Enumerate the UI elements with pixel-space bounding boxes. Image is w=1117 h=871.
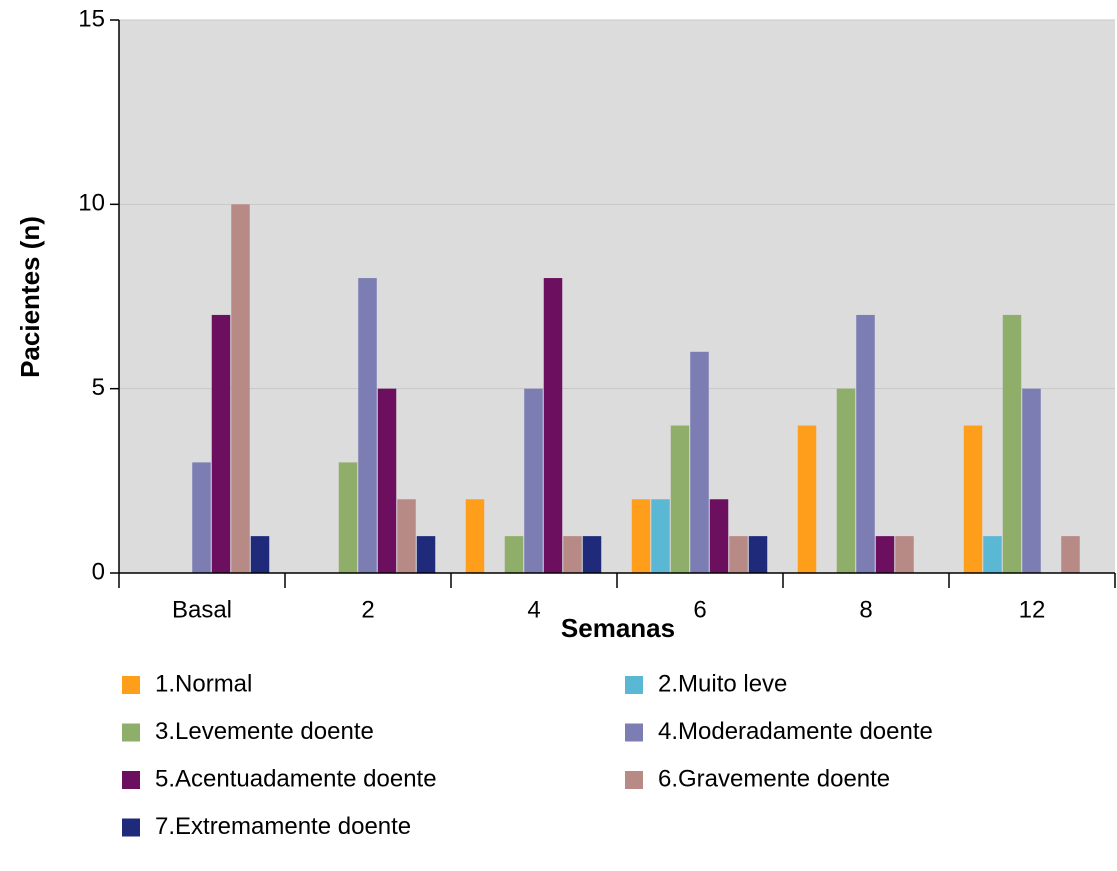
bar [631, 499, 651, 573]
legend-swatch [122, 771, 140, 789]
bar [338, 462, 358, 573]
bar [1061, 536, 1080, 573]
x-tick-label: 4 [527, 596, 540, 623]
bar [963, 425, 983, 573]
bar [797, 425, 817, 573]
legend-swatch [122, 818, 140, 837]
legend-swatch [625, 771, 643, 789]
bar [1002, 314, 1022, 573]
bar [250, 536, 270, 573]
legend-label: 2.Muito leve [658, 670, 787, 697]
legend-swatch [122, 676, 140, 694]
y-tick-label: 5 [92, 374, 105, 401]
bar [397, 499, 416, 573]
bar [651, 499, 670, 573]
bar [836, 388, 856, 573]
legend-swatch [122, 723, 140, 742]
bar [729, 536, 748, 573]
bar [856, 314, 875, 573]
legend-label: 6.Gravemente doente [658, 765, 890, 792]
x-tick-label: 2 [361, 596, 374, 623]
legend-swatch [625, 676, 643, 694]
bar [465, 499, 485, 573]
legend-label: 4.Moderadamente doente [658, 718, 933, 745]
bar [504, 536, 524, 573]
bar [748, 536, 768, 573]
bar [582, 536, 602, 573]
bar [416, 536, 436, 573]
x-tick-label: 6 [693, 596, 706, 623]
bar [690, 351, 709, 573]
bar [524, 388, 543, 573]
y-axis-title: Pacientes (n) [15, 216, 45, 378]
bar [983, 536, 1002, 573]
legend-label: 5.Acentuadamente doente [155, 765, 437, 792]
x-tick-label: 8 [859, 596, 872, 623]
x-tick-label: Basal [172, 596, 232, 623]
y-tick-label: 10 [78, 190, 105, 217]
bar [231, 204, 250, 574]
bar [543, 278, 563, 573]
bar [377, 388, 397, 573]
legend-label: 3.Levemente doente [155, 718, 374, 745]
legend-swatch [625, 723, 643, 742]
bar [709, 499, 729, 573]
legend-label: 7.Extremamente doente [155, 813, 411, 840]
legend-label: 1.Normal [155, 670, 252, 697]
bar [211, 314, 231, 573]
x-axis-title: Semanas [561, 613, 675, 643]
bar [563, 536, 582, 573]
bar [895, 536, 914, 573]
y-tick-label: 0 [92, 558, 105, 585]
bar [358, 278, 377, 573]
bar [1022, 388, 1041, 573]
bar [875, 536, 895, 573]
y-tick-label: 15 [78, 5, 105, 32]
plot-area [119, 20, 1115, 573]
bar [670, 425, 690, 573]
bar [192, 462, 211, 573]
x-tick-label: 12 [1019, 596, 1046, 623]
